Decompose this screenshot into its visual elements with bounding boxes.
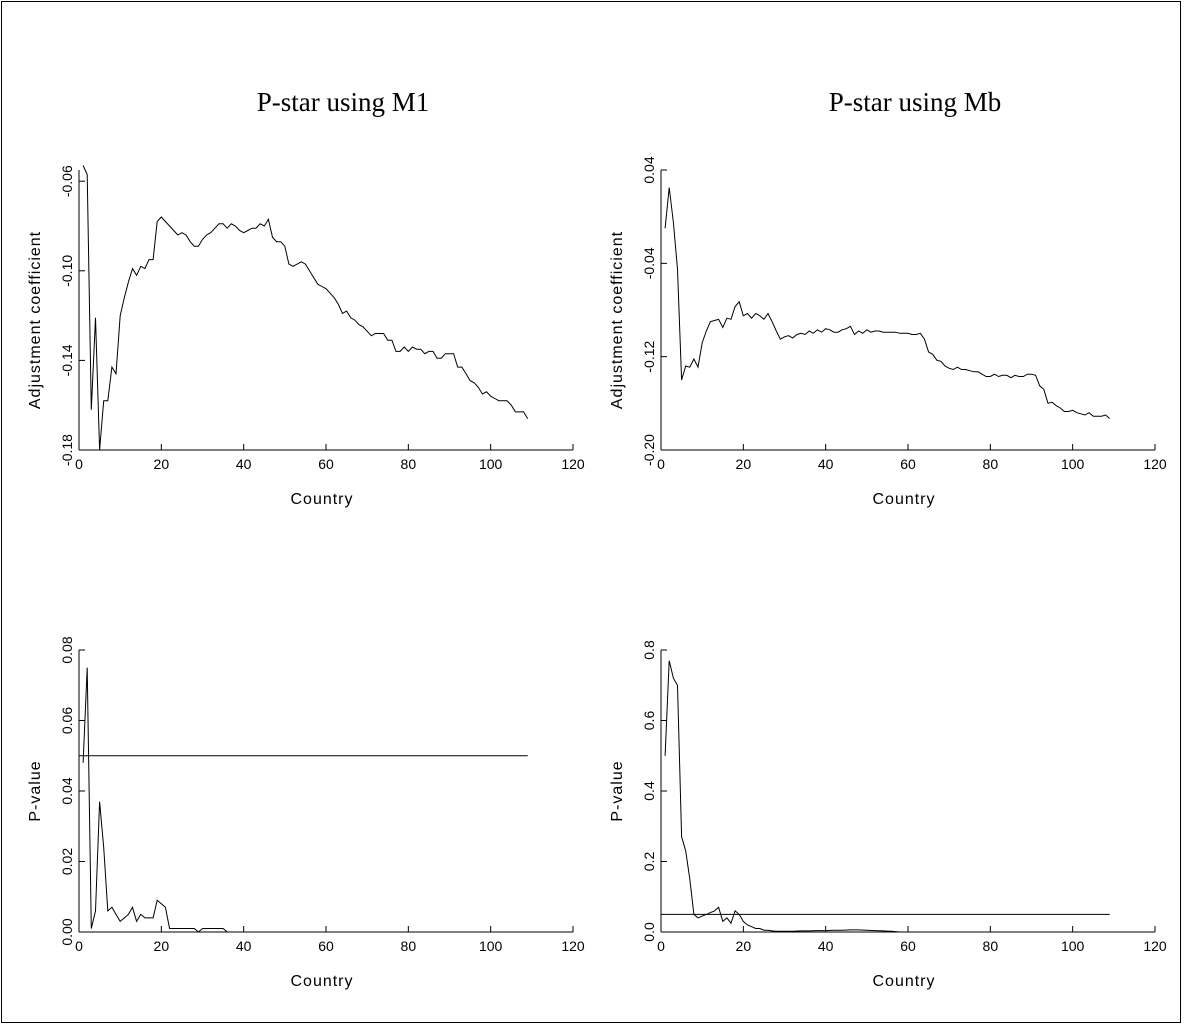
m1-pvalue-x-tick-label: 80 [401,938,417,954]
m1-pvalue-x-tick-label: 0 [75,938,83,954]
mb-adjustment-x-tick-label: 100 [1061,456,1085,472]
m1-pvalue-y-tick-label: 0.04 [59,777,75,804]
m1-pvalue-x-tick-label: 100 [479,938,503,954]
panel-title-right: P-star using Mb [829,87,1002,117]
m1-pvalue-x-tick-label: 60 [318,938,334,954]
m1-pvalue-x-tick-label: 120 [561,938,585,954]
mb-pvalue-x-axis-label: Country [872,973,935,990]
mb-pvalue-x-tick-label: 40 [818,938,834,954]
m1-pvalue-x-tick-label: 20 [154,938,170,954]
m1-adjustment-y-tick-label: -0.06 [59,165,75,197]
m1-adjustment-y-tick-label: -0.14 [59,344,75,376]
mb-adjustment-x-tick-label: 60 [900,456,916,472]
m1-pvalue-y-tick-label: 0.02 [59,848,75,875]
m1-pvalue-y-axis-label: P-value [27,760,44,821]
m1-pvalue-y-tick-label: 0.08 [59,636,75,663]
mb-adjustment-x-tick-label: 40 [818,456,834,472]
m1-adjustment-x-tick-label: 0 [75,456,83,472]
mb-adjustment-y-axis-label: Adjustment coefficient [609,231,626,409]
m1-pvalue-y-tick-label: 0.00 [59,918,75,945]
mb-pvalue-x-tick-label: 80 [983,938,999,954]
mb-adjustment-x-tick-label: 120 [1143,456,1167,472]
mb-adjustment-y-tick-label: -0.12 [641,341,657,373]
mb-pvalue-y-tick-label: 0.6 [641,711,657,731]
m1-adjustment-x-tick-label: 80 [401,456,417,472]
mb-pvalue-y-tick-label: 0.2 [641,852,657,872]
mb-adjustment-y-tick-label: -0.20 [641,434,657,466]
mb-pvalue-y-tick-label: 0.0 [641,922,657,942]
mb-pvalue-x-tick-label: 20 [736,938,752,954]
m1-adjustment-series-line [82,165,529,451]
m1-adjustment-y-tick-label: -0.10 [59,255,75,287]
m1-adjustment-y-axis-label: Adjustment coefficient [27,231,44,409]
m1-adjustment-x-tick-label: 40 [236,456,252,472]
m1-pvalue-x-axis-label: Country [290,973,353,990]
m1-adjustment-x-axis-label: Country [290,491,353,508]
m1-pvalue-y-tick-label: 0.06 [59,707,75,734]
m1-adjustment-x-tick-label: 120 [561,456,585,472]
mb-pvalue-x-tick-label: 0 [657,938,665,954]
mb-pvalue-y-tick-label: 0.4 [641,781,657,801]
mb-adjustment-series-line [664,187,1111,419]
mb-adjustment-y-tick-label: -0.04 [641,247,657,279]
mb-pvalue-x-tick-label: 60 [900,938,916,954]
mb-adjustment-x-tick-label: 80 [983,456,999,472]
panel-title-left: P-star using M1 [257,87,430,117]
mb-pvalue-x-tick-label: 120 [1143,938,1167,954]
mb-adjustment-x-axis-label: Country [872,491,935,508]
m1-adjustment-x-tick-label: 20 [154,456,170,472]
mb-pvalue-y-axis-label: P-value [609,760,626,821]
mb-adjustment-x-tick-label: 0 [657,456,665,472]
m1-adjustment-x-tick-label: 60 [318,456,334,472]
m1-adjustment-x-tick-label: 100 [479,456,503,472]
mb-adjustment-x-tick-label: 20 [736,456,752,472]
mb-adjustment-y-tick-label: 0.04 [641,156,657,183]
m1-pvalue-x-tick-label: 40 [236,938,252,954]
m1-pvalue-series-line [82,667,228,933]
mb-pvalue-series-line [664,660,900,933]
mb-pvalue-x-tick-label: 100 [1061,938,1085,954]
mb-pvalue-y-tick-label: 0.8 [641,640,657,660]
m1-adjustment-y-tick-label: -0.18 [59,434,75,466]
